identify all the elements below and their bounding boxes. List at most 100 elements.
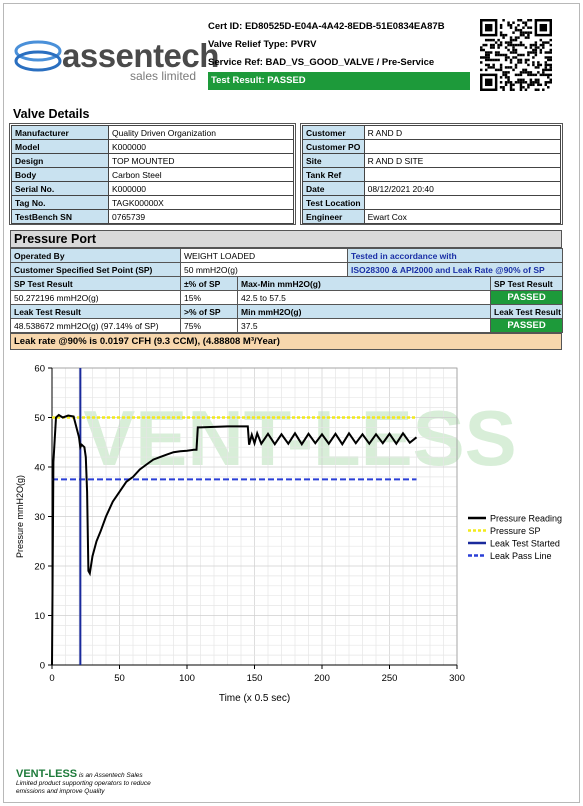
valve-detail-right-row: Site R AND D SITE (302, 153, 562, 168)
valve-detail-left-row: Body Carbon Steel (11, 167, 294, 182)
x-tick-label: 300 (449, 673, 465, 684)
valve-details-title: Valve Details (13, 107, 90, 121)
footer: VENT-LESS is an Assentech Sales Limited … (16, 768, 216, 796)
cert-id: Cert ID: ED80525D-E04A-4A42-8EDB-51E0834… (208, 21, 445, 32)
valve-detail-right-value (363, 139, 562, 154)
valve-detail-left-row: Manufacturer Quality Driven Organization (11, 125, 294, 140)
y-tick-label: 10 (34, 611, 45, 622)
valve-detail-left-value: Carbon Steel (108, 167, 294, 182)
pressure-port-table: Operated By WEIGHT LOADED Tested in acco… (10, 248, 564, 333)
leak-rate-banner: Leak rate @90% is 0.0197 CFH (9.3 CCM), … (10, 333, 562, 350)
sp-result-header-2: SP Test Result (490, 276, 564, 291)
valve-detail-left-label: Tag No. (11, 195, 109, 210)
leak-result-header-2: Leak Test Result (490, 304, 564, 319)
valve-detail-left-label: Design (11, 153, 109, 168)
valve-detail-right-label: Test Location (302, 195, 365, 210)
logo-subtitle: sales limited (130, 69, 197, 83)
certificate-info: Cert ID: ED80525D-E04A-4A42-8EDB-51E0834… (208, 18, 470, 90)
valve-detail-left-row: Serial No. K000000 (11, 181, 294, 196)
x-tick-label: 100 (179, 673, 195, 684)
sp-tolerance-header: ±% of SP (180, 276, 238, 291)
footer-brand: VENT-LESS (16, 768, 78, 780)
pressure-reading-line (51, 413, 418, 666)
valve-detail-right-row: Test Location (302, 195, 562, 210)
x-axis-label: Time (x 0.5 sec) (219, 693, 290, 704)
sp-range-header: Max-Min mmH2O(g) (236, 276, 492, 291)
valve-detail-left-value: 0765739 (108, 209, 294, 224)
legend-label: Leak Pass Line (490, 551, 552, 561)
valve-detail-left-value: K000000 (108, 181, 294, 196)
y-axis-label: Pressure mmH2O(g) (15, 475, 25, 558)
valve-relief-type: Valve Relief Type: PVRV (208, 39, 317, 50)
sp-result-header: SP Test Result (10, 276, 181, 291)
x-tick-label: 50 (114, 673, 125, 684)
valve-detail-left-value: Quality Driven Organization (108, 125, 294, 140)
footer-line-2: Limited product supporting operators to … (16, 780, 151, 787)
valve-details-left-table: Manufacturer Quality Driven Organization M… (11, 125, 294, 224)
leak-result-header: Leak Test Result (10, 304, 181, 319)
valve-detail-right-value (363, 195, 562, 210)
valve-detail-right-label: Engineer (302, 209, 365, 224)
valve-detail-right-value: R AND D (363, 125, 562, 140)
qr-code-icon (480, 19, 552, 91)
valve-detail-left-value: TAGK00000X (108, 195, 294, 210)
y-tick-label: 20 (34, 562, 45, 573)
legend-label: Pressure SP (490, 526, 541, 536)
valve-detail-left-row: Model K000000 (11, 139, 294, 154)
footer-line-3: emissions and improve Quality (16, 788, 105, 795)
valve-detail-right-label: Tank Ref (302, 167, 365, 182)
y-tick-label: 40 (34, 463, 45, 474)
valve-detail-right-row: Tank Ref (302, 167, 562, 182)
x-tick-label: 200 (314, 673, 330, 684)
leak-status-badge: PASSED (490, 318, 564, 333)
logo-ellipse-icon (14, 40, 62, 72)
leak-min-header: Min mmH2O(g) (236, 304, 492, 319)
set-point-label: Customer Specified Set Point (SP) (10, 262, 181, 277)
valve-detail-left-row: Tag No. TAGK00000X (11, 195, 294, 210)
y-tick-label: 50 (34, 413, 45, 424)
x-tick-label: 250 (382, 673, 398, 684)
sp-range: 42.5 to 57.5 (236, 290, 492, 305)
pressure-chart: VENT-LESS 0 50 100 150 200 250 300 0 10 20 30 40 50 60… (15, 364, 562, 705)
operated-by-label: Operated By (10, 248, 181, 263)
page-border (3, 3, 580, 803)
valve-detail-right-row: Customer R AND D (302, 125, 562, 140)
leak-value: 48.538672 mmH2O(g) (97.14% of SP) (10, 318, 181, 333)
valve-details-frame-left (9, 123, 296, 225)
valve-detail-right-value (363, 167, 562, 182)
y-tick-label: 60 (34, 364, 45, 375)
leak-tolerance: 75% (180, 318, 238, 333)
valve-detail-right-label: Site (302, 153, 365, 168)
y-tick-label: 30 (34, 512, 45, 523)
leak-tolerance-header: >% of SP (180, 304, 238, 319)
legend-label: Leak Test Started (490, 539, 560, 549)
service-ref: Service Ref: BAD_VS_GOOD_VALVE / Pre-Ser… (208, 57, 435, 68)
test-result-banner: Test Result: PASSED (208, 72, 470, 90)
valve-detail-right-row: Date 08/12/2021 20:40 (302, 181, 562, 196)
sp-tolerance: 15% (180, 290, 238, 305)
leak-min: 37.5 (236, 318, 492, 333)
valve-detail-left-row: Design TOP MOUNTED (11, 153, 294, 168)
valve-detail-left-row: TestBench SN 0765739 (11, 209, 294, 224)
sp-status-badge: PASSED (490, 290, 564, 305)
legend-label: Pressure Reading (490, 514, 562, 524)
watermark-text: VENT-LESS (83, 394, 516, 482)
valve-detail-right-label: Date (302, 181, 365, 196)
x-tick-label: 0 (49, 673, 54, 684)
valve-detail-right-value: Ewart Cox (363, 209, 562, 224)
valve-detail-left-label: Serial No. (11, 181, 109, 196)
valve-detail-right-value: 08/12/2021 20:40 (363, 181, 562, 196)
valve-detail-right-row: Engineer Ewart Cox (302, 209, 562, 224)
valve-detail-left-label: Model (11, 139, 109, 154)
valve-detail-left-label: Manufacturer (11, 125, 109, 140)
tested-in-accordance-label: Tested in accordance with (347, 248, 564, 263)
assentech-logo: assentech sales limited (14, 35, 219, 85)
sp-value: 50.272196 mmH2O(g) (10, 290, 181, 305)
valve-detail-right-value: R AND D SITE (363, 153, 562, 168)
valve-details-right-table: Customer R AND D Customer PO Site R AND D SI… (302, 125, 562, 224)
valve-detail-right-label: Customer PO (302, 139, 365, 154)
x-tick-label: 150 (247, 673, 263, 684)
operated-by-value: WEIGHT LOADED (179, 248, 349, 263)
valve-detail-right-label: Customer (302, 125, 365, 140)
footer-line-1: is an Assentech Sales (78, 772, 143, 779)
